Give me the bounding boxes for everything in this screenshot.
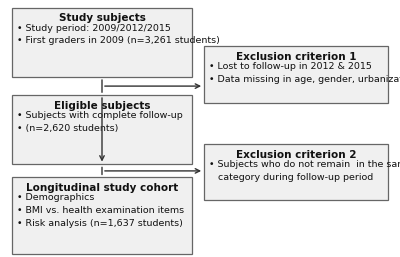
Text: • First graders in 2009 (n=3,261 students): • First graders in 2009 (n=3,261 student…: [17, 36, 220, 45]
FancyBboxPatch shape: [12, 8, 192, 77]
Text: Exclusion criterion 1: Exclusion criterion 1: [236, 52, 356, 62]
Text: • Subjects who do not remain  in the same BMI: • Subjects who do not remain in the same…: [209, 160, 400, 169]
Text: • Data missing in age, gender, urbanization, and BMI: • Data missing in age, gender, urbanizat…: [209, 75, 400, 84]
Text: category during follow-up period: category during follow-up period: [209, 173, 373, 182]
Text: Exclusion criterion 2: Exclusion criterion 2: [236, 150, 356, 160]
Text: • Study period: 2009/2012/2015: • Study period: 2009/2012/2015: [17, 24, 171, 33]
Text: • Risk analysis (n=1,637 students): • Risk analysis (n=1,637 students): [17, 219, 183, 228]
Text: • BMI vs. health examination items: • BMI vs. health examination items: [17, 206, 184, 215]
FancyBboxPatch shape: [204, 144, 388, 200]
FancyBboxPatch shape: [204, 46, 388, 103]
FancyBboxPatch shape: [12, 177, 192, 254]
Text: • Subjects with complete follow-up: • Subjects with complete follow-up: [17, 111, 182, 120]
Text: • (n=2,620 students): • (n=2,620 students): [17, 124, 118, 133]
FancyBboxPatch shape: [12, 95, 192, 164]
Text: Eligible subjects: Eligible subjects: [54, 101, 150, 111]
Text: Longitudinal study cohort: Longitudinal study cohort: [26, 183, 178, 193]
Text: • Lost to follow-up in 2012 & 2015: • Lost to follow-up in 2012 & 2015: [209, 62, 372, 71]
Text: • Demographics: • Demographics: [17, 193, 94, 202]
Text: Study subjects: Study subjects: [58, 13, 146, 23]
